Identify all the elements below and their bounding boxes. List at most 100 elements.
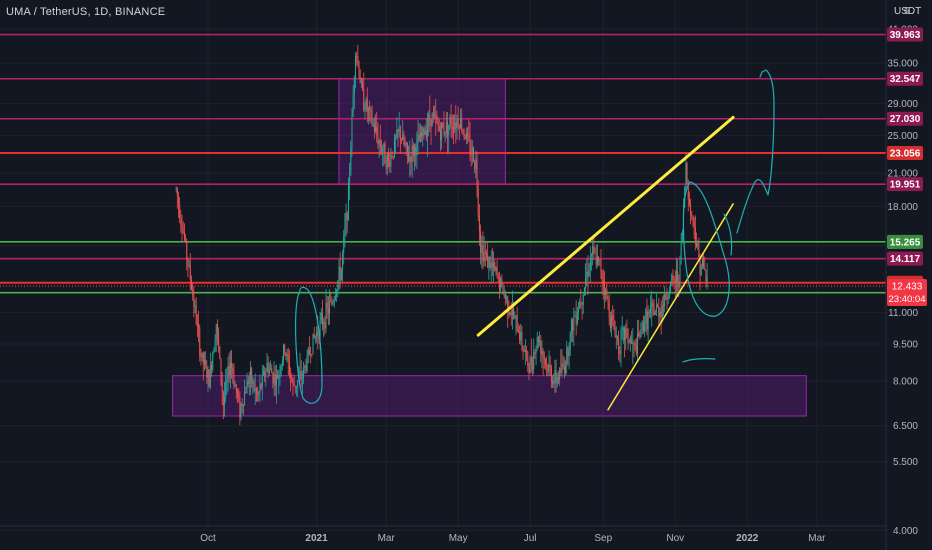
candle-body: [622, 328, 624, 330]
candle-body: [522, 345, 524, 350]
candle-body: [658, 307, 660, 317]
candle-body: [652, 302, 654, 307]
candle-body: [297, 380, 299, 387]
candle-body: [609, 318, 611, 329]
candle-body: [547, 365, 549, 373]
candle-body: [262, 371, 264, 375]
candle-body: [473, 148, 474, 162]
candle-body: [271, 368, 273, 374]
candle-body: [240, 403, 242, 418]
candle-body: [187, 258, 189, 266]
time-axis[interactable]: Oct 2021 Mar May Jul Sep Nov 2022 Mar: [200, 533, 826, 544]
candle-body: [182, 230, 184, 233]
candle-body: [199, 329, 201, 357]
candle-body: [468, 135, 470, 138]
candle-body: [704, 267, 706, 271]
candle-body: [334, 296, 336, 299]
candle-body: [373, 123, 375, 132]
candle-body: [543, 356, 545, 360]
candle-body: [458, 126, 460, 129]
candle-body: [563, 366, 565, 374]
candle-body: [213, 350, 215, 354]
candle-body: [608, 302, 610, 319]
candle-body: [662, 305, 664, 307]
candle-body: [425, 130, 427, 138]
candle-body: [437, 122, 439, 127]
candle-body: [439, 130, 441, 140]
candle-body: [646, 310, 648, 330]
candle-body: [209, 365, 211, 388]
candle-body: [211, 365, 213, 370]
candle-body: [661, 305, 663, 318]
horizontal-levels[interactable]: [0, 0, 886, 294]
candle-body: [530, 356, 532, 365]
x-tick-label: May: [449, 533, 468, 544]
candle-body: [359, 76, 361, 84]
candle-body: [266, 362, 268, 372]
candle-body: [239, 397, 241, 418]
candle-body: [308, 349, 310, 355]
candle-body: [286, 354, 288, 357]
candle-body: [390, 155, 392, 167]
candle-body: [320, 312, 322, 321]
trendlines[interactable]: [476, 115, 735, 411]
candle-body: [557, 377, 559, 380]
candle-body: [489, 257, 491, 268]
candle-body: [336, 289, 338, 297]
candle-body: [303, 367, 305, 378]
candle-body: [521, 331, 523, 346]
candle-body: [426, 126, 428, 138]
candle-body: [540, 341, 542, 354]
candle-body: [476, 159, 478, 188]
candle-body: [235, 384, 237, 391]
candle-body: [620, 331, 622, 354]
candle-body: [244, 391, 246, 405]
level-tag-value: 23.056: [890, 149, 921, 160]
candle-body: [296, 386, 297, 388]
candle-body: [442, 123, 444, 128]
candle-body: [655, 305, 657, 312]
candle-body: [477, 187, 479, 215]
candle-body: [455, 122, 457, 129]
candle-body: [429, 114, 431, 120]
circle-drawing: [295, 286, 323, 404]
candle-body: [686, 163, 688, 184]
candle-body: [257, 393, 259, 396]
candles: [175, 44, 708, 426]
candle-body: [581, 302, 583, 305]
candle-body: [614, 328, 616, 338]
candle-body: [700, 266, 702, 276]
candle-body: [190, 280, 192, 290]
candle-body: [633, 342, 635, 344]
candle-body: [389, 161, 391, 167]
candle-body: [252, 382, 254, 385]
candle-body: [454, 122, 456, 131]
candle-body: [580, 301, 582, 303]
candle-body: [365, 98, 367, 110]
candle-body: [574, 316, 576, 317]
candle-body: [410, 156, 412, 163]
candle-body: [403, 134, 405, 145]
candle-body: [487, 254, 489, 268]
candle-body: [353, 77, 355, 95]
candle-body: [226, 378, 228, 382]
candle-body: [351, 115, 353, 149]
candle-body: [228, 365, 230, 376]
candle-body: [258, 392, 260, 396]
candle-body: [254, 388, 256, 391]
candle-body: [696, 243, 698, 247]
candle-body: [502, 283, 504, 295]
candle-body: [546, 363, 548, 366]
candle-body: [339, 266, 341, 280]
candle-body: [436, 117, 438, 123]
candle-body: [507, 296, 509, 313]
candle-body: [527, 351, 529, 367]
candle-body: [474, 161, 476, 170]
candle-body: [409, 156, 411, 162]
candle-body: [445, 121, 447, 132]
candle-body: [411, 145, 413, 163]
candle-body: [678, 281, 680, 288]
candle-body: [641, 322, 643, 325]
candle-body: [490, 262, 492, 268]
